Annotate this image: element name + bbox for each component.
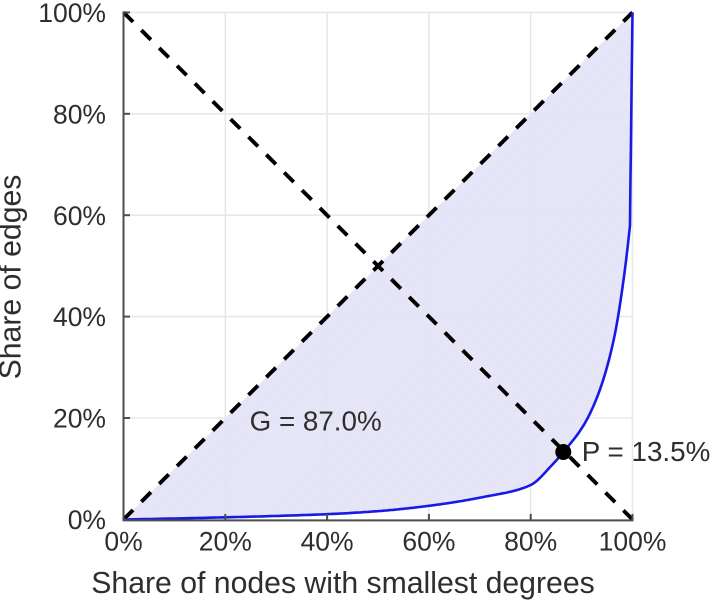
svg-text:20%: 20% — [199, 527, 252, 557]
svg-text:P = 13.5%: P = 13.5% — [582, 436, 711, 467]
svg-text:Share of edges: Share of edges — [0, 175, 28, 380]
svg-text:100%: 100% — [38, 0, 106, 28]
svg-text:100%: 100% — [599, 527, 667, 557]
svg-text:20%: 20% — [53, 404, 106, 434]
svg-text:40%: 40% — [301, 527, 354, 557]
svg-text:G = 87.0%: G = 87.0% — [250, 405, 382, 436]
svg-text:80%: 80% — [53, 99, 106, 129]
svg-text:0%: 0% — [104, 527, 142, 557]
svg-text:60%: 60% — [53, 201, 106, 231]
svg-text:40%: 40% — [53, 302, 106, 332]
svg-text:80%: 80% — [504, 527, 557, 557]
svg-text:60%: 60% — [402, 527, 455, 557]
svg-text:Share of nodes with smallest d: Share of nodes with smallest degrees — [91, 567, 594, 600]
svg-text:0%: 0% — [68, 505, 106, 535]
